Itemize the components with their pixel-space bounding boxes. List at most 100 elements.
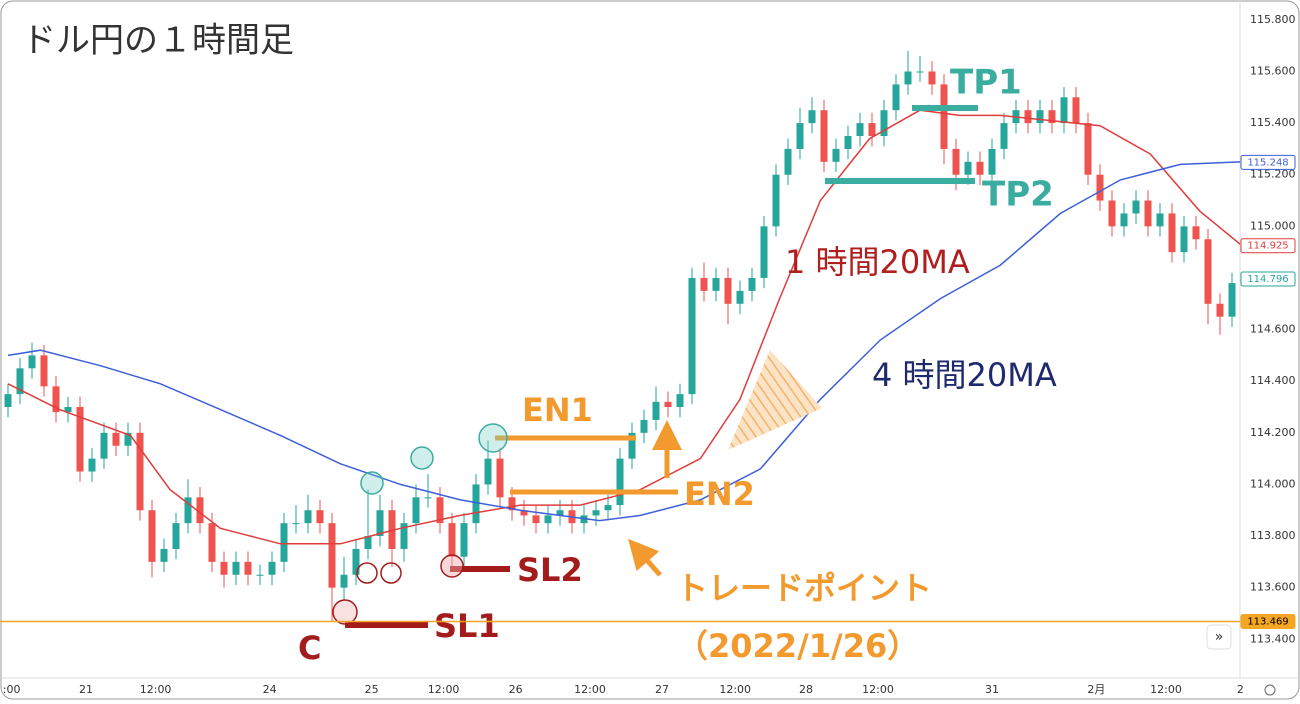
candle-body <box>676 394 684 408</box>
x-tick-label: 12:00 <box>862 683 894 696</box>
y-tick-label: 115.400 <box>1250 116 1296 129</box>
candle-body <box>220 561 228 575</box>
x-tick-label: 27 <box>655 683 669 696</box>
candle-body <box>952 148 960 175</box>
candle-body <box>232 561 240 575</box>
candle-body <box>172 523 180 549</box>
candle-body <box>628 432 636 459</box>
marker-circle <box>360 471 384 495</box>
candle-body <box>292 523 300 525</box>
candle-body <box>988 148 996 175</box>
candle-body <box>28 355 36 369</box>
candle-body <box>1132 200 1140 214</box>
settings-icon[interactable] <box>1264 684 1276 696</box>
marker-circle <box>440 554 464 578</box>
candle-body <box>904 71 912 85</box>
candle-body <box>124 432 132 446</box>
candle-body <box>916 71 924 73</box>
ma-label: 4 時間20MA <box>872 356 1057 394</box>
candle-body <box>316 510 324 524</box>
tp2-label: TP2 <box>982 175 1054 215</box>
ma-line <box>7 161 1240 522</box>
x-tick-label: 24 <box>263 683 277 696</box>
x-tick-label: :00 <box>3 683 21 696</box>
candle-body <box>796 123 804 149</box>
x-tick-label: 26 <box>509 683 523 696</box>
candle-body <box>1096 174 1104 201</box>
candle-body <box>928 71 936 85</box>
candle-body <box>616 458 624 506</box>
candle-body <box>664 401 672 408</box>
price-badge <box>1240 271 1296 287</box>
candle-body <box>592 510 600 516</box>
candle-body <box>964 161 972 175</box>
y-tick-label: 115.000 <box>1250 219 1296 232</box>
candle-body <box>328 523 336 588</box>
candle-body <box>340 574 348 588</box>
candle-body <box>976 161 984 175</box>
candle-body <box>1144 200 1152 227</box>
candle-body <box>196 497 204 524</box>
candle-body <box>1192 226 1200 240</box>
price-badge <box>1240 238 1296 254</box>
y-tick-label: 114.200 <box>1250 426 1296 439</box>
candle-body <box>1072 97 1080 124</box>
candle-body <box>1048 110 1056 124</box>
candle-body <box>148 510 156 562</box>
candle-body <box>4 394 12 408</box>
scroll-icon[interactable]: » <box>1215 629 1224 645</box>
candle-body <box>532 515 540 524</box>
candle-body <box>268 561 276 575</box>
en2-label: EN2 <box>684 475 755 513</box>
sl2-label: SL2 <box>517 551 583 589</box>
candle-body <box>808 110 816 124</box>
candle-body <box>1216 303 1224 317</box>
scroll-button[interactable] <box>1206 624 1232 650</box>
candle-body <box>520 510 528 516</box>
tp1-label: TP1 <box>950 63 1022 103</box>
candle-body <box>724 277 732 304</box>
candle-body <box>1000 123 1008 149</box>
candle-body <box>700 277 708 291</box>
candle-body <box>1108 200 1116 227</box>
x-tick-label: 2月 <box>1087 683 1105 696</box>
candle-body <box>1024 110 1032 124</box>
marker-circle <box>332 599 358 625</box>
candle-body <box>892 84 900 111</box>
hatch-zone <box>728 350 822 450</box>
sl1-label: SL1 <box>434 607 500 645</box>
candle-body <box>832 148 840 162</box>
candle-body <box>772 174 780 227</box>
candle-body <box>640 419 648 433</box>
candle-body <box>376 510 384 537</box>
candle-body <box>856 123 864 137</box>
candle-body <box>1156 213 1164 227</box>
x-tick-label: 12:00 <box>1150 683 1182 696</box>
candle-body <box>880 110 888 137</box>
candle-body <box>784 148 792 175</box>
candle-body <box>472 484 480 524</box>
candle-body <box>1120 213 1128 227</box>
x-tick-label: 31 <box>985 683 999 696</box>
candle-body <box>844 136 852 149</box>
x-tick-label: 12:00 <box>140 683 172 696</box>
candle-body <box>112 432 120 446</box>
candle-body <box>748 277 756 291</box>
candle-body <box>1204 239 1212 304</box>
candle-body <box>604 505 612 511</box>
marker-circle <box>380 562 402 584</box>
price-badge-label: 115.248 <box>1247 157 1288 168</box>
candle-body <box>736 290 744 304</box>
price-badge <box>1240 154 1296 170</box>
trade-date-label: （2022/1/26） <box>676 627 919 665</box>
price-badge-label: 114.925 <box>1247 241 1288 252</box>
candle-body <box>940 84 948 149</box>
candle-body <box>760 226 768 278</box>
y-tick-label: 114.400 <box>1250 374 1296 387</box>
ma-line <box>7 109 1240 545</box>
y-tick-label: 113.400 <box>1250 632 1296 645</box>
x-tick-label: 12:00 <box>574 683 606 696</box>
x-tick-label: 12:00 <box>428 683 460 696</box>
price-badge-label: 113.469 <box>1247 616 1288 627</box>
